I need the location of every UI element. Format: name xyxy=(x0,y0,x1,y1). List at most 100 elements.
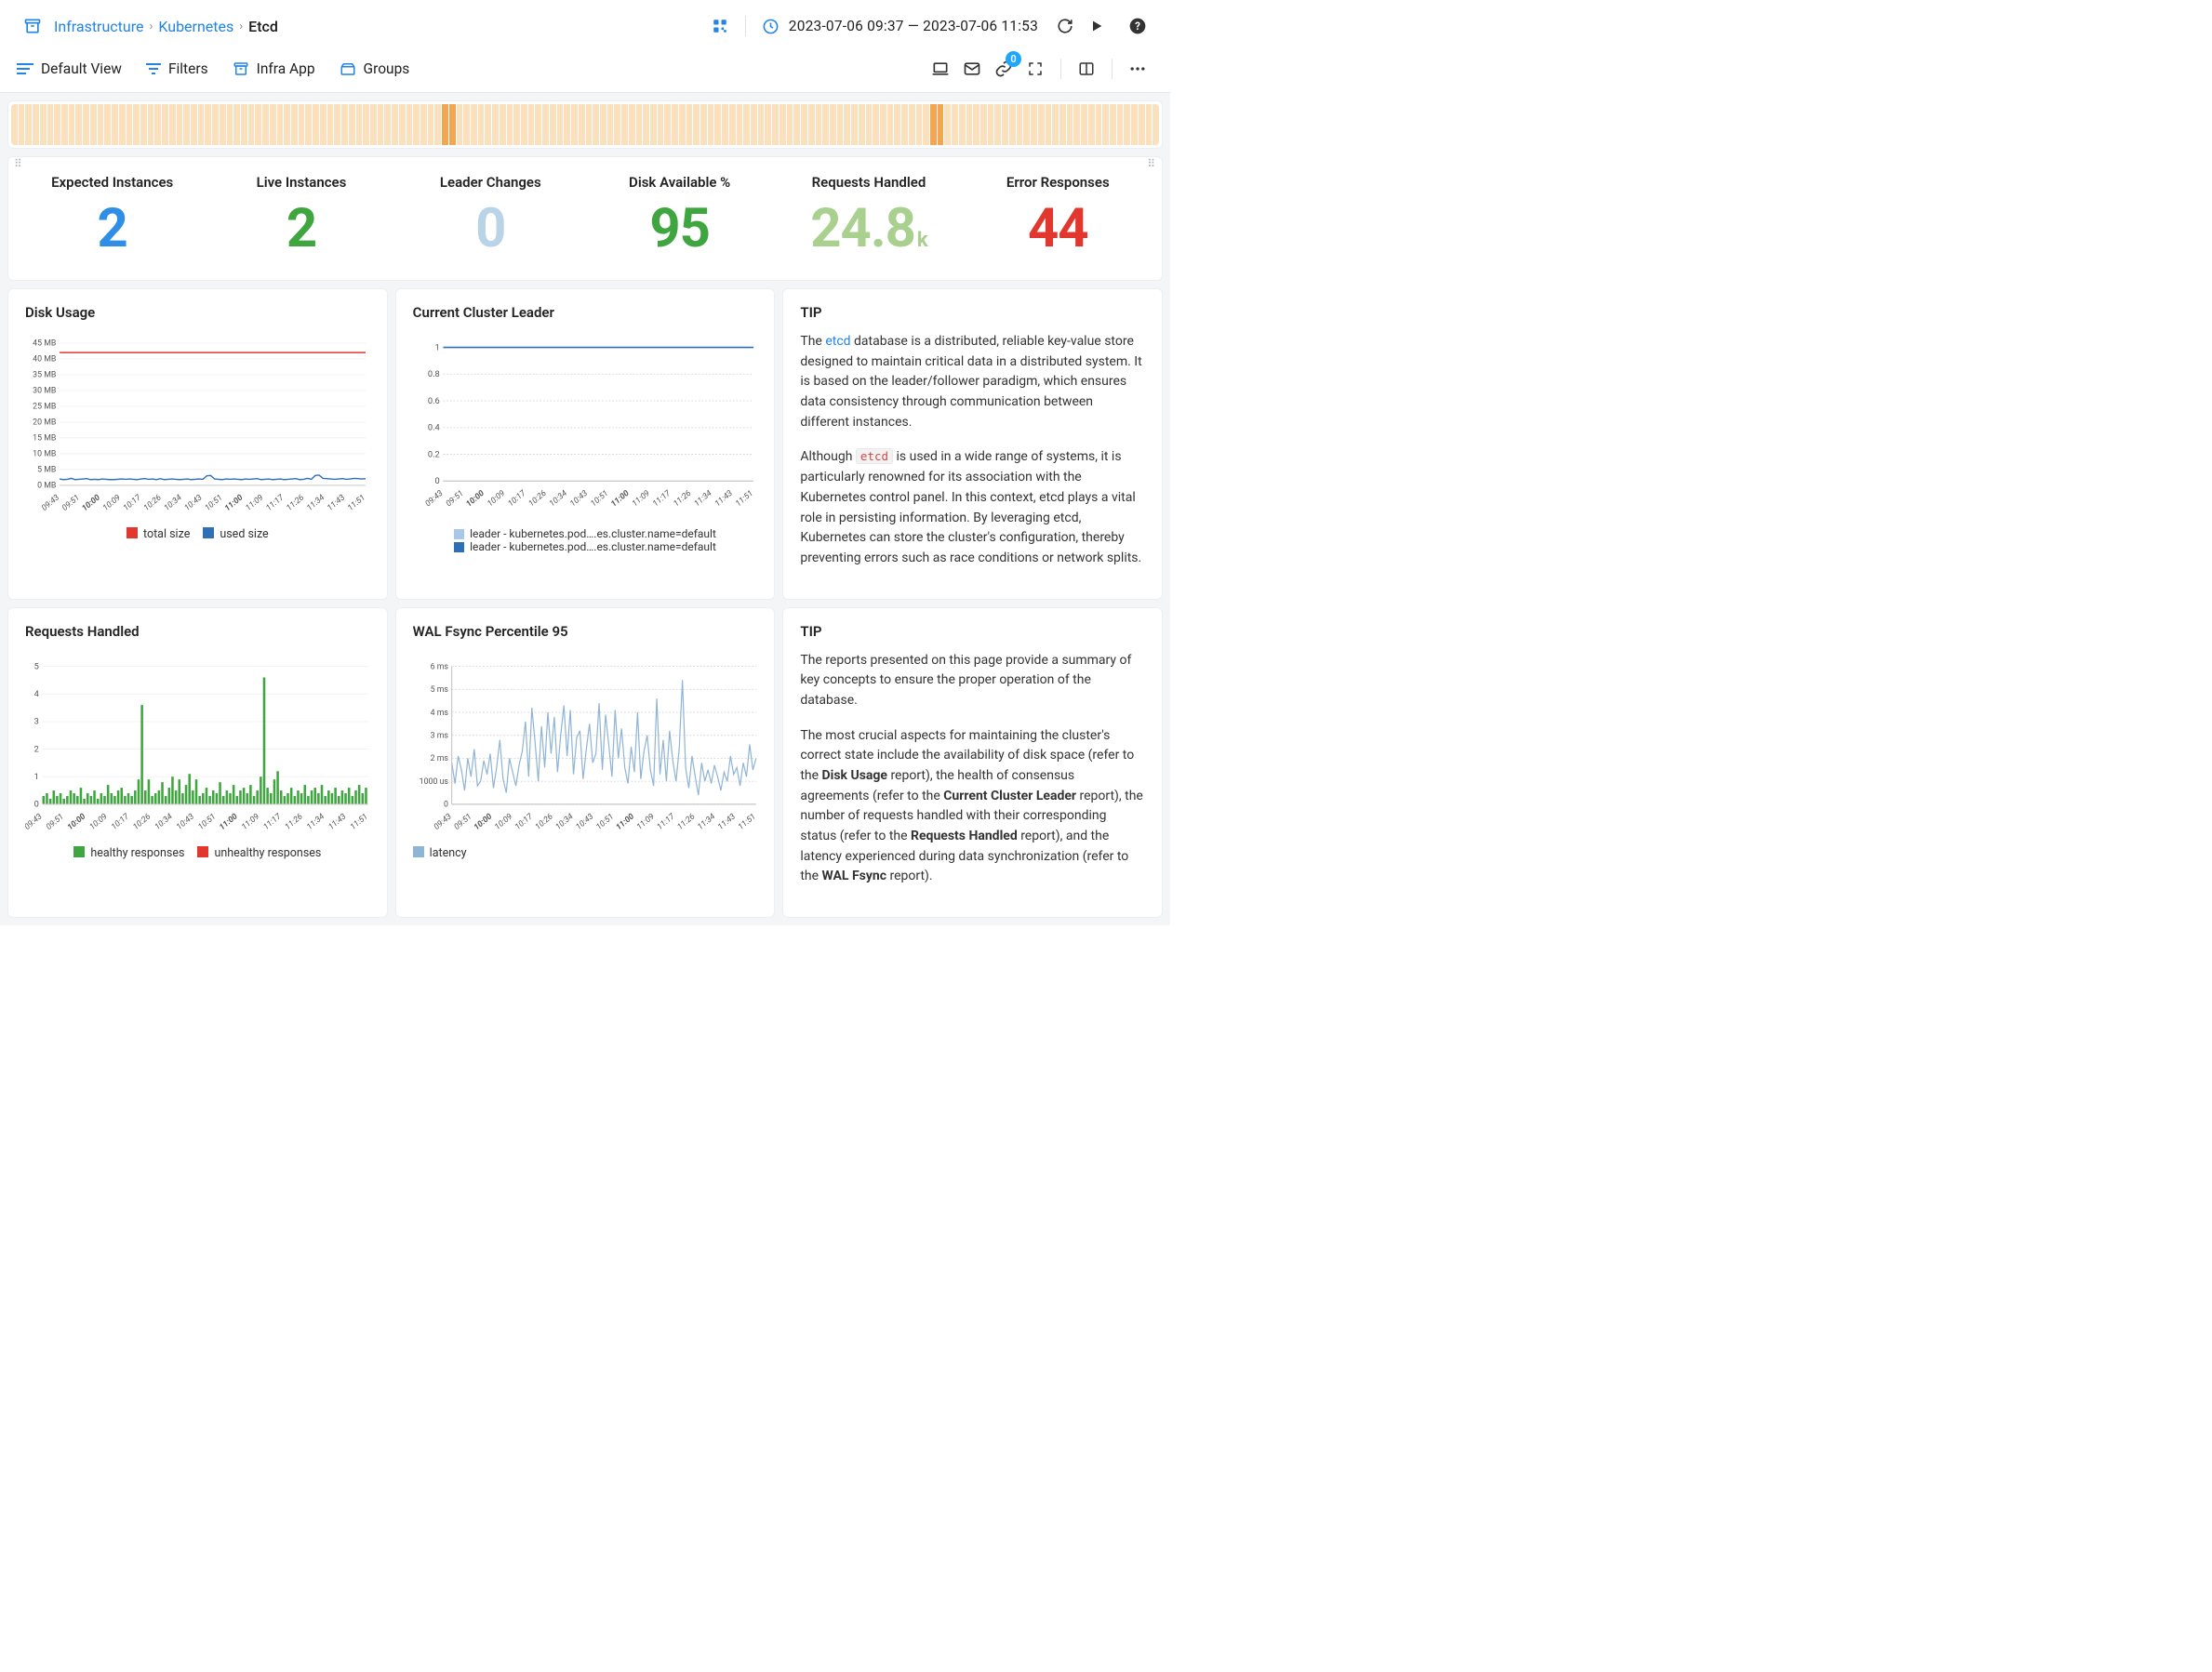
kpi-card[interactable]: Expected Instances 2 xyxy=(18,174,207,256)
panel-title: Current Cluster Leader xyxy=(413,304,758,321)
svg-text:40 MB: 40 MB xyxy=(33,355,56,365)
svg-text:11:17: 11:17 xyxy=(264,493,286,512)
breadcrumb-item-0[interactable]: Infrastructure xyxy=(54,18,143,35)
svg-text:4: 4 xyxy=(34,689,39,699)
infra-app-button[interactable]: Infra App xyxy=(233,60,315,77)
svg-text:11:26: 11:26 xyxy=(675,812,697,831)
svg-text:0: 0 xyxy=(444,800,448,809)
svg-text:09:51: 09:51 xyxy=(45,812,66,831)
svg-text:10:17: 10:17 xyxy=(513,812,535,831)
widgets-icon[interactable] xyxy=(710,16,730,36)
tip-text: The etcd database is a distributed, reli… xyxy=(800,332,1145,569)
kpi-card[interactable]: Disk Available %95 xyxy=(585,174,774,256)
svg-text:10:34: 10:34 xyxy=(163,493,184,512)
svg-text:10:51: 10:51 xyxy=(594,812,616,831)
svg-text:11:43: 11:43 xyxy=(713,489,735,509)
svg-text:35 MB: 35 MB xyxy=(33,371,56,380)
wal-legend: latency xyxy=(413,846,758,860)
refresh-icon[interactable] xyxy=(1055,16,1075,36)
svg-text:09:43: 09:43 xyxy=(25,812,45,831)
cluster-leader-chart[interactable]: 00.20.40.60.8109:4309:5110:0010:0910:171… xyxy=(413,332,758,518)
tip-text-part: report). xyxy=(886,869,933,883)
disk-usage-chart[interactable]: 0 MB5 MB10 MB15 MB20 MB25 MB30 MB35 MB40… xyxy=(25,332,370,518)
tip-text-part: The reports presented on this page provi… xyxy=(800,651,1145,711)
svg-text:3: 3 xyxy=(34,716,39,726)
drag-handle-icon[interactable]: ⠿ xyxy=(14,161,23,166)
clock-icon[interactable] xyxy=(761,16,781,36)
svg-text:11:51: 11:51 xyxy=(349,812,370,831)
svg-text:11:09: 11:09 xyxy=(245,493,266,512)
svg-text:10:43: 10:43 xyxy=(568,489,590,509)
svg-text:11:09: 11:09 xyxy=(635,812,657,831)
default-view-button[interactable]: Default View xyxy=(17,60,122,77)
svg-text:3 ms: 3 ms xyxy=(430,731,448,740)
svg-text:11:09: 11:09 xyxy=(631,489,652,509)
tip-text-part: Although xyxy=(800,449,856,464)
svg-text:0.6: 0.6 xyxy=(428,396,440,406)
filters-label: Filters xyxy=(168,60,208,77)
laptop-icon[interactable] xyxy=(930,59,951,79)
svg-text:10:17: 10:17 xyxy=(122,493,143,512)
svg-text:10:17: 10:17 xyxy=(506,489,527,509)
svg-text:11:26: 11:26 xyxy=(672,489,693,509)
cluster-leader-panel: Current Cluster Leader 00.20.40.60.8109:… xyxy=(395,288,776,600)
play-icon[interactable] xyxy=(1086,16,1107,36)
wal-fsync-chart[interactable]: 01000 us2 ms3 ms4 ms5 ms6 ms09:4309:5110… xyxy=(413,651,758,837)
content-area: ⠿ ⠿ Expected Instances2Live Instances2Le… xyxy=(0,93,1170,925)
fullscreen-icon[interactable] xyxy=(1025,59,1046,79)
kpi-card[interactable]: Leader Changes0 xyxy=(396,174,585,256)
svg-text:09:43: 09:43 xyxy=(40,493,61,512)
time-range-display[interactable]: 2023-07-06 09:37 — 2023-07-06 11:53 xyxy=(789,18,1038,34)
filters-button[interactable]: Filters xyxy=(146,60,208,77)
kpi-value: 44 xyxy=(964,202,1153,256)
disk-usage-panel: Disk Usage 0 MB5 MB10 MB15 MB20 MB25 MB3… xyxy=(7,288,388,600)
kpi-card[interactable]: Error Responses44 xyxy=(964,174,1153,256)
svg-text:0.8: 0.8 xyxy=(428,369,440,379)
svg-text:10:43: 10:43 xyxy=(574,812,595,831)
etcd-link[interactable]: etcd xyxy=(825,334,850,349)
svg-text:09:43: 09:43 xyxy=(423,489,445,509)
svg-text:10:00: 10:00 xyxy=(473,812,494,832)
etcd-code: etcd xyxy=(856,448,893,464)
chevron-right-icon: › xyxy=(149,20,153,33)
link-badge: 0 xyxy=(1006,51,1021,67)
archive-icon[interactable] xyxy=(22,16,43,36)
mail-icon[interactable] xyxy=(962,59,982,79)
drag-handle-icon[interactable]: ⠿ xyxy=(1147,161,1156,166)
svg-text:10:43: 10:43 xyxy=(183,493,205,512)
kpi-title: Disk Available % xyxy=(585,174,774,191)
svg-text:11:34: 11:34 xyxy=(305,493,326,512)
kpi-title: Requests Handled xyxy=(774,174,963,191)
svg-text:10:34: 10:34 xyxy=(153,812,175,831)
requests-handled-chart[interactable]: 01234509:4309:5110:0010:0910:1710:2610:3… xyxy=(25,651,370,837)
help-icon[interactable]: ? xyxy=(1127,16,1148,36)
link-icon[interactable]: 0 xyxy=(993,59,1014,79)
kpi-value: 2 xyxy=(207,202,395,256)
split-icon[interactable] xyxy=(1076,59,1097,79)
svg-text:10:26: 10:26 xyxy=(131,812,153,831)
svg-text:10:00: 10:00 xyxy=(81,493,102,513)
svg-text:1: 1 xyxy=(34,772,39,782)
svg-text:11:00: 11:00 xyxy=(614,812,635,832)
kpi-value: 2 xyxy=(18,202,207,256)
svg-text:10:51: 10:51 xyxy=(197,812,219,831)
svg-text:11:17: 11:17 xyxy=(655,812,676,831)
breadcrumb-item-1[interactable]: Kubernetes xyxy=(158,18,233,35)
svg-text:11:34: 11:34 xyxy=(696,812,717,831)
tip-bold: Current Cluster Leader xyxy=(943,789,1076,803)
heat-strip-panel xyxy=(7,100,1163,149)
kpi-title: Expected Instances xyxy=(18,174,207,191)
disk-usage-legend: total sizeused size xyxy=(25,527,370,541)
more-icon[interactable] xyxy=(1127,59,1148,79)
svg-text:10:26: 10:26 xyxy=(534,812,555,831)
svg-text:11:00: 11:00 xyxy=(218,812,239,832)
tip-text-part: database is a distributed, reliable key-… xyxy=(800,334,1141,430)
svg-text:10:09: 10:09 xyxy=(88,812,110,831)
tip-bold: Disk Usage xyxy=(822,768,887,783)
svg-text:10:09: 10:09 xyxy=(486,489,507,509)
heat-strip[interactable] xyxy=(11,104,1159,145)
svg-text:09:51: 09:51 xyxy=(452,812,473,831)
kpi-card[interactable]: Requests Handled24.8k xyxy=(774,174,963,256)
groups-button[interactable]: Groups xyxy=(340,60,410,77)
kpi-card[interactable]: Live Instances2 xyxy=(207,174,395,256)
